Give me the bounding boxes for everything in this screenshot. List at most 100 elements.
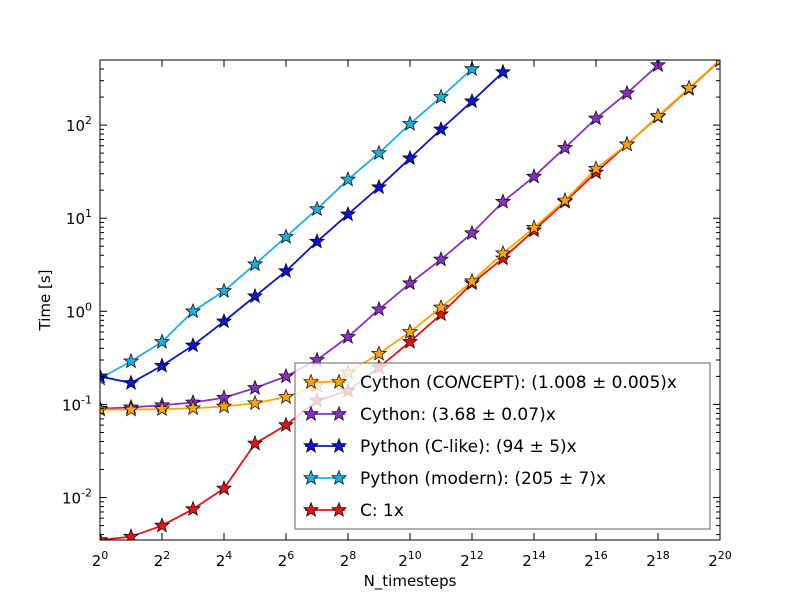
data-point-star [556,191,574,208]
x-tick-label: 220 [708,549,732,570]
data-point-star [432,251,450,267]
legend-star [302,405,320,421]
legend-star [302,437,320,453]
legend-star [330,373,348,389]
data-point-star [432,120,450,137]
y-tick-label: 102 [66,114,92,135]
x-tick-label: 22 [154,549,171,570]
data-point-star [401,149,419,166]
data-point-star [184,500,202,517]
y-tick-label: 10-2 [62,487,92,508]
data-point-star [370,144,388,160]
legend-star [330,501,348,517]
x-tick-label: 26 [278,549,295,570]
data-point-star [401,323,419,339]
data-point-star [184,336,202,353]
legend-star [302,469,320,485]
data-point-star [494,244,512,261]
legend-box [294,362,711,530]
data-point-star [680,79,698,95]
x-tick-label: 212 [460,549,484,570]
data-point-star [401,333,419,349]
legend-entry-0: Cython (CO𝑁CEPT): (1.008 ± 0.005)x [302,373,677,393]
legend-star [330,405,348,421]
data-point-star [246,287,264,304]
data-point-star [432,88,450,104]
data-point-star [339,328,357,344]
legend-entry-3: Python (modern): (205 ± 7)x [302,469,606,489]
data-point-star [339,171,357,187]
y-tick-label: 10-1 [62,393,92,414]
x-tick-label: 20 [92,549,109,570]
data-point-star [401,274,419,291]
data-point-star [246,435,264,451]
y-axis-label: Time [s] [36,270,54,332]
data-point-star [494,249,512,266]
data-point-star [100,367,109,384]
data-point-star [246,255,264,272]
x-axis-label: N_timesteps [364,572,457,591]
x-tick-label: 218 [646,549,670,570]
data-point-star [525,219,543,235]
data-point-star [122,374,140,390]
data-point-star [618,84,636,101]
legend-label: C: 1x [360,501,404,521]
data-point-star [370,345,388,361]
data-point-star [215,282,233,298]
data-point-star [277,228,295,244]
data-point-star [277,262,295,279]
legend-entry-2: Python (C-like): (94 ± 5)x [302,437,577,457]
data-point-star [215,397,233,414]
x-tick-label: 214 [522,549,546,570]
data-point-star [587,160,605,176]
data-point-star [246,394,264,411]
data-point-star [370,300,388,317]
legend-star [302,373,320,389]
data-point-star [494,63,512,80]
data-point-star [184,399,202,416]
data-point-star [463,60,481,76]
data-point-star [432,298,450,315]
data-point-star [525,168,543,184]
legend-star [330,437,348,453]
data-point-star [618,135,636,152]
legend-label: Python (C-like): (94 ± 5)x [360,437,577,457]
data-point-star [153,400,171,417]
data-point-star [215,480,233,496]
data-point-star [401,115,419,131]
series-3 [100,60,481,386]
data-point-star [122,352,140,369]
series-layer [100,60,720,540]
data-point-star [308,200,326,217]
ticks-layer: 20 22 24 26 28 210 212 214 216 218 220 10-2 10-1 100 1… [62,59,732,570]
data-point-star [122,401,140,417]
data-point-star [215,312,233,329]
data-point-star [463,92,481,109]
legend-star [302,501,320,517]
data-point-star [649,107,667,123]
legend-label: Cython: (3.68 ± 0.07)x [360,405,556,425]
data-point-star [100,531,109,540]
data-point-star [246,379,264,395]
x-tick-label: 216 [584,549,608,570]
data-point-star [153,517,171,533]
x-tick-label: 210 [398,549,422,570]
data-point-star [587,109,605,126]
data-point-star [370,178,388,195]
data-point-star [277,416,295,432]
y-tick-label: 101 [66,207,92,228]
legend-label: Cython (CO𝑁CEPT): (1.008 ± 0.005)x [360,373,677,393]
legend: Cython (CO𝑁CEPT): (1.008 ± 0.005)x Cython… [294,362,711,530]
legend-entry-1: Cython: (3.68 ± 0.07)x [302,405,556,425]
data-point-star [463,272,481,289]
series-0 [100,60,720,417]
x-tick-label: 24 [216,549,233,570]
legend-label: Python (modern): (205 ± 7)x [360,469,606,489]
data-point-star [153,357,171,373]
y-tick-label: 100 [66,300,92,321]
data-point-star [339,205,357,222]
x-tick-label: 28 [340,549,357,570]
data-point-star [277,388,295,404]
data-point-star [153,333,171,349]
